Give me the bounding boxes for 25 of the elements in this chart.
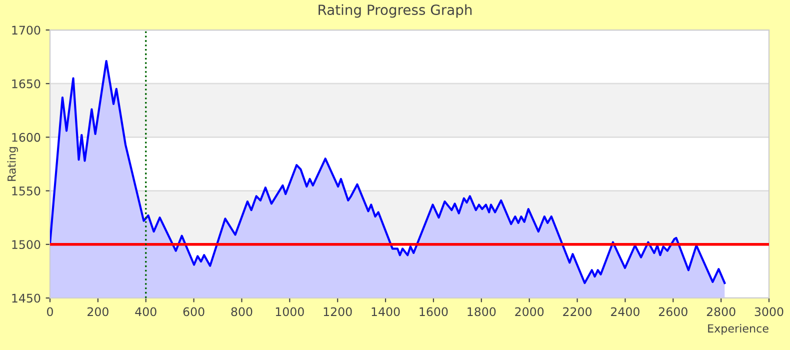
x-tick-label: 1400 xyxy=(372,307,400,316)
x-tick-label: 3000 xyxy=(754,307,784,316)
x-tick-label: 2000 xyxy=(515,307,544,316)
x-tick-label: 1000 xyxy=(276,307,304,316)
y-tick-label: 1450 xyxy=(12,294,40,303)
y-axis-title: Rating xyxy=(7,147,18,181)
chart-title: Rating Progress Graph xyxy=(318,4,472,18)
x-tick-label: 200 xyxy=(88,307,108,316)
x-tick-label: 1600 xyxy=(420,307,448,316)
y-tick-label: 1650 xyxy=(12,79,40,88)
x-tick-label: 2400 xyxy=(611,307,640,316)
x-tick-label: 1800 xyxy=(468,307,496,316)
x-tick-label: 2600 xyxy=(658,307,688,316)
y-tick-label: 1600 xyxy=(12,132,40,142)
x-tick-label: 600 xyxy=(183,307,204,316)
y-tick-label: 1700 xyxy=(12,26,40,35)
y-tick-label: 1550 xyxy=(12,186,40,196)
x-tick-label: 2200 xyxy=(563,307,592,316)
y-tick-label: 1500 xyxy=(12,240,40,250)
x-tick-label: 2800 xyxy=(706,307,736,316)
x-tick-label: 400 xyxy=(135,307,156,316)
x-tick-label: 0 xyxy=(47,307,53,316)
x-tick-label: 800 xyxy=(231,307,252,316)
x-tick-label: 1200 xyxy=(324,307,352,316)
x-axis-title: Experience xyxy=(708,324,768,335)
